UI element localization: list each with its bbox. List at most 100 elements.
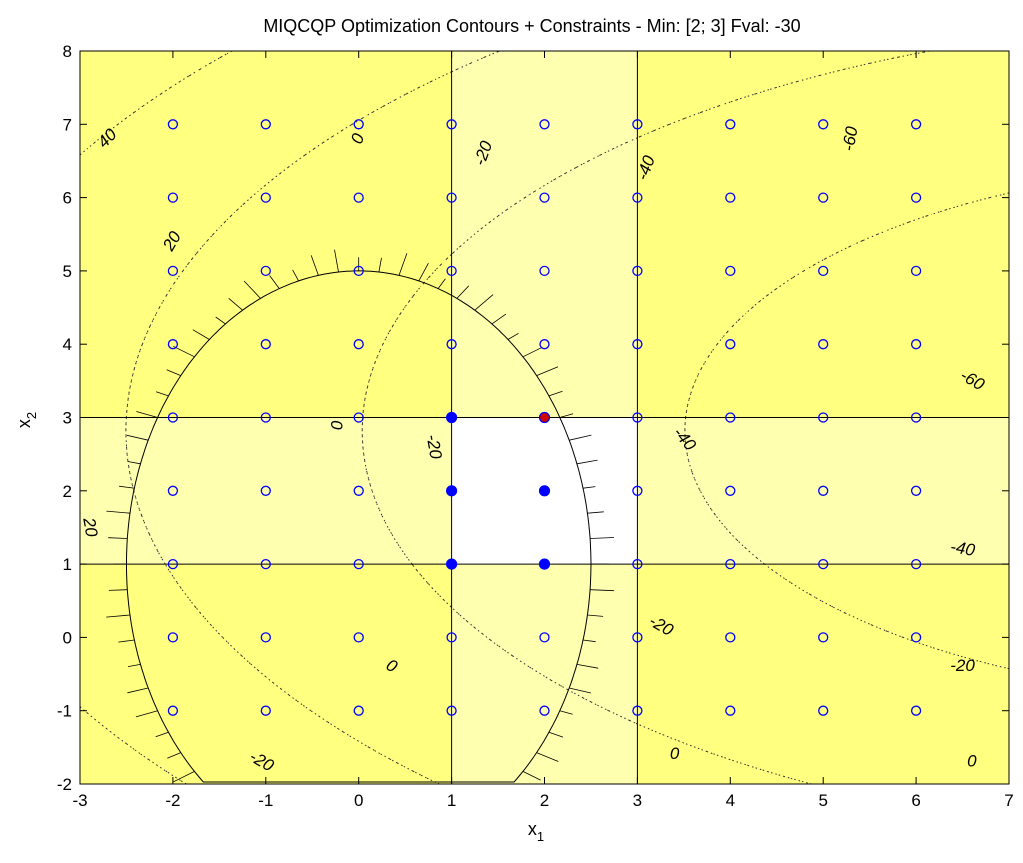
grid-point (632, 339, 643, 350)
contour-label: 0 (327, 420, 346, 430)
x-tick-label: 7 (1004, 791, 1013, 810)
contour-line-20 (125, 50, 500, 785)
y-axis-ticks: -2 -1 0 1 2 3 4 5 6 7 8 (57, 42, 1009, 794)
x-tick-label: 4 (726, 791, 735, 810)
y-tick-label: 4 (63, 335, 72, 354)
grid-point (539, 705, 550, 716)
grid-point (725, 265, 736, 277)
grid-point (725, 192, 736, 203)
y-tick-label: 3 (63, 409, 72, 428)
grid-point (539, 632, 550, 643)
grid-point (353, 192, 364, 203)
grid-point (632, 485, 643, 496)
contour-label: -20 (950, 656, 975, 675)
grid-point (910, 119, 922, 130)
chart-title: MIQCQP Optimization Contours + Constrain… (263, 16, 800, 36)
grid-point (353, 558, 364, 570)
grid-point (353, 632, 364, 643)
contour-label: -60 (839, 125, 862, 153)
grid-point (818, 632, 829, 643)
grid-point (446, 265, 457, 277)
grid-point (725, 632, 736, 643)
contour-label: -20 (423, 433, 446, 461)
y-tick-label: 1 (63, 555, 72, 574)
grid-point (353, 412, 364, 423)
grid-point (260, 632, 271, 643)
grid-point (167, 119, 179, 130)
feasible-point (446, 485, 458, 497)
x-tick-label: -2 (165, 791, 180, 810)
grid-point (353, 705, 364, 716)
grid-point (260, 119, 271, 130)
x-axis-label-base: x (528, 819, 537, 839)
grid-point (725, 485, 736, 496)
x-tick-label: 6 (911, 791, 920, 810)
feasible-point (446, 558, 458, 570)
grid-point (725, 558, 736, 570)
grid-point (910, 192, 922, 203)
x-tick-label: 1 (447, 791, 456, 810)
y-tick-label: 8 (63, 42, 72, 61)
grid-point (446, 705, 457, 716)
grid-point (260, 558, 271, 570)
x-axis-ticks: -3 -2 -1 0 1 2 3 4 5 6 7 (72, 51, 1014, 810)
x-axis-label: x1 (528, 819, 544, 844)
feasible-point (538, 485, 551, 497)
objective-contours (79, 50, 1010, 785)
feasible-point (446, 411, 458, 424)
grid-point (260, 705, 271, 716)
grid-point (818, 119, 829, 130)
grid-point (725, 412, 736, 423)
grid-point (818, 339, 829, 350)
grid-point (539, 339, 550, 350)
y-tick-label: 5 (63, 262, 72, 281)
grid-point (539, 119, 550, 130)
grid-point (818, 192, 829, 203)
grid-point (446, 632, 457, 643)
grid-point (260, 412, 271, 423)
grid-point (260, 485, 271, 496)
grid-point (353, 339, 364, 350)
grid-point (167, 705, 179, 716)
grid-point (167, 412, 179, 423)
grid-point (539, 192, 550, 203)
y-tick-label: -2 (57, 775, 72, 794)
grid-point (167, 632, 179, 643)
x-tick-label: 5 (818, 791, 827, 810)
grid-point (725, 119, 736, 130)
y-axis-label: x2 (14, 412, 39, 428)
y-tick-label: -1 (57, 702, 72, 721)
x-tick-label: -1 (258, 791, 273, 810)
grid-point (353, 119, 364, 130)
y-axis-label-subscript: 2 (24, 412, 39, 419)
grid-point (260, 192, 271, 203)
constraint-boundary (126, 270, 592, 783)
grid-point (818, 705, 829, 716)
grid-point (632, 192, 643, 203)
contour-line--20 (684, 192, 1010, 670)
grid-point (818, 412, 829, 423)
y-tick-label: 0 (63, 628, 72, 647)
y-tick-label: 6 (63, 189, 72, 208)
y-tick-label: 2 (63, 482, 72, 501)
grid-point (818, 265, 829, 277)
contour-line-40 (79, 50, 233, 785)
quadratic-constraint (106, 249, 615, 783)
grid-point (353, 265, 364, 277)
grid-point (910, 632, 922, 643)
grid-point (167, 339, 179, 350)
y-axis-label-base: x (14, 419, 34, 428)
grid-point (632, 558, 643, 570)
x-tick-label: 0 (354, 791, 363, 810)
grid-point (910, 265, 922, 277)
constraint-hatching (106, 249, 615, 783)
grid-point (446, 192, 457, 203)
optimum-point (538, 411, 551, 424)
grid-point (725, 339, 736, 350)
grid-point (446, 339, 457, 350)
grid-point (725, 705, 736, 716)
grid-point (632, 412, 643, 423)
grid-point (910, 558, 922, 570)
grid-point (910, 339, 922, 350)
